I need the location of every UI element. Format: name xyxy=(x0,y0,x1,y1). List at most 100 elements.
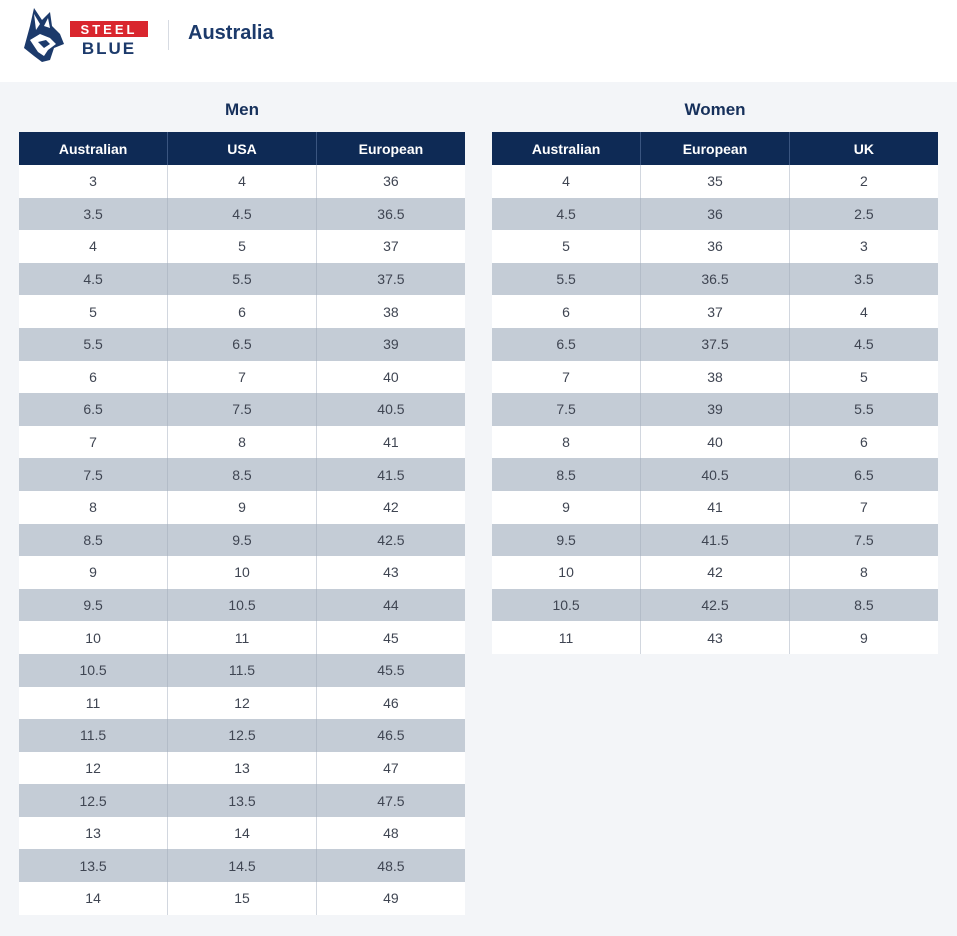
table-cell: 40.5 xyxy=(640,458,790,491)
table-cell: 14.5 xyxy=(167,849,317,883)
table-cell: 14 xyxy=(19,882,169,915)
table-cell: 8.5 xyxy=(789,588,938,622)
table-row: 11 43 9 xyxy=(492,621,938,654)
table-row: 7 38 5 xyxy=(492,360,938,394)
table-cell: 37 xyxy=(316,230,465,263)
table-row: 7.5 8.5 41.5 xyxy=(19,458,465,491)
table-cell: 5 xyxy=(167,230,317,263)
table-cell: 10.5 xyxy=(19,653,169,687)
women-col-european: European xyxy=(640,132,790,165)
table-cell: 44 xyxy=(316,588,465,622)
table-cell: 10 xyxy=(167,556,317,589)
table-cell: 47.5 xyxy=(316,784,465,817)
table-cell: 49 xyxy=(316,882,465,915)
table-cell: 38 xyxy=(316,295,465,328)
header-divider xyxy=(168,20,169,50)
table-row: 11 12 46 xyxy=(19,686,465,720)
table-row: 6.5 7.5 40.5 xyxy=(19,393,465,426)
table-cell: 5.5 xyxy=(789,393,938,426)
table-row: 8 40 6 xyxy=(492,425,938,459)
women-col-australian: Australian xyxy=(492,132,642,165)
table-cell: 3 xyxy=(19,165,169,198)
table-row: 13.5 14.5 48.5 xyxy=(19,849,465,883)
table-row: 4 35 2 xyxy=(492,165,938,198)
table-row: 13 14 48 xyxy=(19,816,465,850)
table-cell: 41.5 xyxy=(640,523,790,557)
table-cell: 10.5 xyxy=(167,588,317,622)
table-cell: 11 xyxy=(492,621,642,654)
table-cell: 48.5 xyxy=(316,849,465,883)
men-size-panel: Men Australian USA European 3 4 36 3.5 4.5 36… xyxy=(19,98,465,915)
table-cell: 36.5 xyxy=(316,197,465,231)
women-header-row: Australian European UK xyxy=(492,132,938,165)
table-cell: 40 xyxy=(316,360,465,394)
table-row: 8.5 40.5 6.5 xyxy=(492,458,938,491)
men-table-body: 3 4 36 3.5 4.5 36.5 4 5 37 4.5 5.5 37.5 5 6 38 5.5 6.5 39… xyxy=(19,165,465,915)
table-cell: 11.5 xyxy=(19,719,169,752)
table-cell: 5.5 xyxy=(167,262,317,296)
table-row: 6 37 4 xyxy=(492,295,938,328)
table-row: 7.5 39 5.5 xyxy=(492,393,938,426)
men-size-table: Australian USA European 3 4 36 3.5 4.5 36.5 4 5… xyxy=(19,132,465,915)
table-cell: 6.5 xyxy=(492,327,642,361)
table-cell: 6 xyxy=(789,425,938,459)
steel-blue-logo[interactable]: STEEL BLUE xyxy=(20,4,150,64)
table-cell: 42 xyxy=(640,556,790,589)
table-cell: 11.5 xyxy=(167,653,317,687)
table-cell: 37.5 xyxy=(640,327,790,361)
table-row: 12.5 13.5 47.5 xyxy=(19,784,465,817)
table-cell: 7 xyxy=(167,360,317,394)
table-cell: 48 xyxy=(316,816,465,850)
table-cell: 6 xyxy=(19,360,169,394)
table-cell: 2 xyxy=(789,165,938,198)
table-cell: 13 xyxy=(167,751,317,785)
logo-text-bottom: BLUE xyxy=(82,39,136,58)
table-cell: 7.5 xyxy=(492,393,642,426)
table-cell: 4 xyxy=(19,230,169,263)
table-row: 9.5 10.5 44 xyxy=(19,588,465,622)
table-row: 4 5 37 xyxy=(19,230,465,263)
table-row: 3.5 4.5 36.5 xyxy=(19,197,465,231)
table-cell: 13.5 xyxy=(167,784,317,817)
table-cell: 5.5 xyxy=(19,327,169,361)
page-header: STEEL BLUE Australia xyxy=(0,0,957,82)
table-row: 7 8 41 xyxy=(19,425,465,459)
table-cell: 39 xyxy=(316,327,465,361)
table-cell: 12 xyxy=(19,751,169,785)
women-size-table: Australian European UK 4 35 2 4.5 36 2.5 5 36 3 5… xyxy=(492,132,938,654)
table-cell: 10 xyxy=(19,621,169,654)
table-row: 12 13 47 xyxy=(19,751,465,785)
table-row: 4.5 36 2.5 xyxy=(492,197,938,231)
table-cell: 7 xyxy=(492,360,642,394)
table-cell: 43 xyxy=(640,621,790,654)
table-cell: 4.5 xyxy=(492,197,642,231)
table-cell: 8 xyxy=(167,425,317,459)
table-cell: 9.5 xyxy=(19,588,169,622)
women-table-body: 4 35 2 4.5 36 2.5 5 36 3 5.5 36.5 3.5 6 37 4 6.5 37.5 4.5… xyxy=(492,165,938,654)
table-cell: 36 xyxy=(640,197,790,231)
table-cell: 40.5 xyxy=(316,393,465,426)
table-row: 9 10 43 xyxy=(19,556,465,589)
table-cell: 39 xyxy=(640,393,790,426)
table-cell: 46 xyxy=(316,686,465,720)
table-cell: 5 xyxy=(19,295,169,328)
table-row: 5.5 36.5 3.5 xyxy=(492,262,938,296)
table-row: 10.5 11.5 45.5 xyxy=(19,653,465,687)
table-cell: 42.5 xyxy=(640,588,790,622)
table-cell: 37.5 xyxy=(316,262,465,296)
table-cell: 42.5 xyxy=(316,523,465,557)
region-title: Australia xyxy=(188,22,274,44)
table-cell: 36 xyxy=(640,230,790,263)
table-cell: 7 xyxy=(19,425,169,459)
table-cell: 10 xyxy=(492,556,642,589)
table-cell: 36 xyxy=(316,165,465,198)
table-cell: 36.5 xyxy=(640,262,790,296)
table-cell: 45.5 xyxy=(316,653,465,687)
table-row: 14 15 49 xyxy=(19,882,465,915)
table-cell: 8 xyxy=(789,556,938,589)
table-cell: 8.5 xyxy=(492,458,642,491)
table-row: 8.5 9.5 42.5 xyxy=(19,523,465,557)
table-cell: 46.5 xyxy=(316,719,465,752)
table-row: 9.5 41.5 7.5 xyxy=(492,523,938,557)
men-col-usa: USA xyxy=(167,132,317,165)
